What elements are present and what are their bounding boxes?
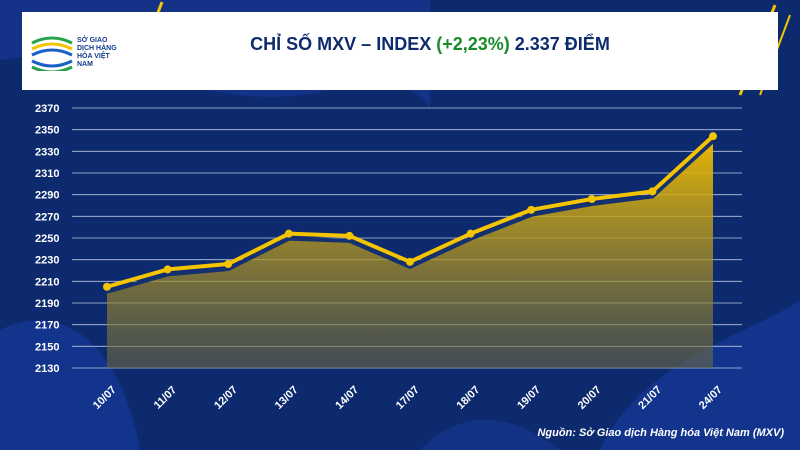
x-tick-label: 13/07 <box>273 384 301 412</box>
title-banner <box>22 12 778 90</box>
x-tick-label: 12/07 <box>212 384 240 412</box>
x-tick-label: 19/07 <box>515 384 543 412</box>
area-layer <box>106 134 715 368</box>
x-tick-label: 14/07 <box>333 384 361 412</box>
series-shadow-line <box>106 139 715 294</box>
data-point <box>587 195 596 203</box>
x-tick-label: 10/07 <box>91 384 119 412</box>
data-point <box>163 265 172 274</box>
data-point <box>527 205 536 214</box>
title-value: 2.337 ĐIỂM <box>509 34 610 54</box>
y-tick-label: 2150 <box>35 341 59 353</box>
y-tick-label: 2130 <box>35 363 59 375</box>
y-tick-label: 2210 <box>35 276 59 288</box>
y-tick-label: 2270 <box>35 211 59 223</box>
y-tick-label: 2230 <box>35 255 59 267</box>
y-tick-label: 2310 <box>35 168 59 180</box>
x-tick-label: 11/07 <box>152 384 180 412</box>
title-main: CHỈ SỐ MXV – INDEX <box>250 34 437 54</box>
data-point <box>466 229 475 238</box>
logo-text: SỞ GIAO DỊCH HÀNG HÓA VIỆT NAM <box>77 37 117 68</box>
y-tick-label: 2190 <box>35 298 59 310</box>
y-tick-label: 2350 <box>35 125 59 137</box>
x-tick-label: 17/07 <box>394 384 422 412</box>
data-points <box>103 132 717 291</box>
x-tick-label: 18/07 <box>455 384 483 412</box>
y-tick-label: 2250 <box>35 233 59 245</box>
y-tick-label: 2170 <box>35 320 59 332</box>
x-axis: 10/07 11/07 12/07 13/07 14/07 17/07 18/07 19/07… <box>91 384 725 412</box>
y-axis: 2130 2150 2170 2190 2210 2230 2250 2270 2290 2310… <box>35 103 59 375</box>
x-tick-label: 24/07 <box>697 384 725 412</box>
source-note: Nguồn: Sở Giao dịch Hàng hóa Việt Nam (M… <box>537 427 784 439</box>
data-point <box>284 229 293 238</box>
logo: SỞ GIAO DỊCH HÀNG HÓA VIỆT NAM <box>30 28 125 78</box>
data-point <box>103 282 111 291</box>
data-point <box>709 132 717 141</box>
data-point <box>406 257 414 266</box>
chart-title: CHỈ SỐ MXV – INDEX (+2,23%) 2.337 ĐIỂM <box>150 34 710 55</box>
data-point <box>224 260 233 268</box>
y-tick-label: 2330 <box>35 146 59 158</box>
mxv-logo-icon <box>31 36 73 71</box>
data-point <box>345 231 354 240</box>
title-change: (+2,23%) <box>436 34 510 54</box>
x-tick-label: 20/07 <box>576 384 604 412</box>
y-tick-label: 2290 <box>35 190 59 202</box>
data-point <box>648 187 657 196</box>
y-tick-label: 2370 <box>35 103 59 115</box>
x-tick-label: 21/07 <box>636 384 664 412</box>
series-area <box>107 142 713 368</box>
